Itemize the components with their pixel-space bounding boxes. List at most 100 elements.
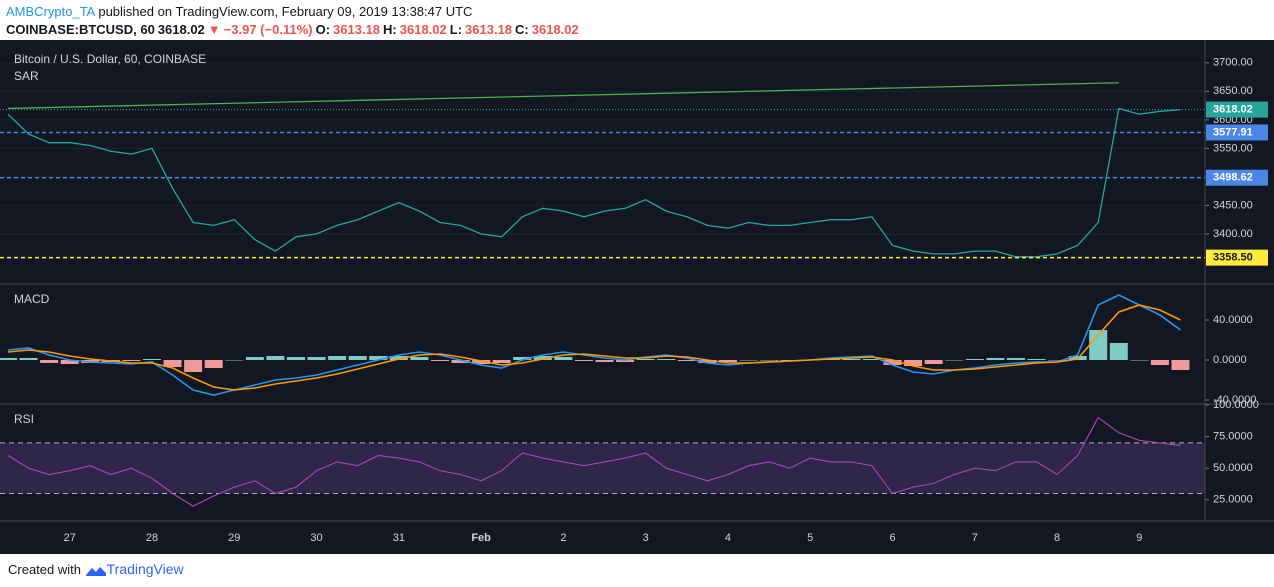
- x-tick-label: 9: [1136, 532, 1142, 544]
- y-tick-label: 3400.00: [1213, 228, 1253, 240]
- histogram-bar: [0, 358, 17, 360]
- histogram-bar: [389, 356, 408, 360]
- x-tick-label: 7: [972, 532, 978, 544]
- level-tag: [1206, 249, 1268, 266]
- brand[interactable]: TradingView: [106, 561, 184, 577]
- indicator-name: SAR: [14, 69, 39, 83]
- level-tag: [1206, 124, 1268, 141]
- histogram-bar: [533, 356, 552, 360]
- histogram-bar: [718, 360, 737, 362]
- x-tick-label: 2: [560, 532, 566, 544]
- price-line: [7, 107, 1181, 258]
- histogram-bar: [348, 356, 367, 360]
- logo: [85, 566, 106, 576]
- level-label: 3358.50: [1213, 252, 1253, 264]
- h-value: 3618.02: [399, 22, 447, 37]
- pane-title: Bitcoin / U.S. Dollar, 60, COINBASE: [14, 52, 206, 66]
- y-tick-label: 0.0000: [1213, 354, 1247, 366]
- histogram-bar: [142, 359, 161, 360]
- histogram-bar: [574, 360, 593, 361]
- histogram-bar: [657, 359, 676, 360]
- c-label: C:: [515, 22, 529, 37]
- y-tick-label: 3550.00: [1213, 142, 1253, 154]
- histogram-bar: [266, 356, 285, 360]
- histogram-bar: [225, 360, 244, 361]
- histogram-bar: [492, 360, 511, 363]
- y-tick-label: -40.0000: [1213, 394, 1256, 406]
- h-label: H:: [383, 22, 397, 37]
- footer: Created with TradingView: [8, 561, 184, 577]
- histogram-bar: [328, 356, 347, 360]
- y-tick-label: 3700.00: [1213, 57, 1253, 69]
- x-tick-label: 28: [146, 532, 158, 544]
- down-arrow: ▼: [207, 22, 221, 37]
- histogram-bar: [184, 360, 203, 372]
- x-tick-label: 6: [889, 532, 895, 544]
- histogram-bar: [1109, 343, 1128, 360]
- last-price: 3618.02: [157, 22, 205, 37]
- histogram-bar: [862, 359, 881, 360]
- pane-title: MACD: [14, 292, 50, 306]
- histogram-bar: [163, 360, 182, 367]
- y-tick-label: 3450.00: [1213, 199, 1253, 211]
- x-tick-label: 31: [393, 532, 405, 544]
- histogram-bar: [1150, 360, 1169, 365]
- change: −3.97 (−0.11%): [223, 22, 313, 37]
- histogram-bar: [1048, 360, 1067, 361]
- histogram-bar: [739, 360, 758, 361]
- histogram-bar: [60, 360, 79, 364]
- histogram-bar: [40, 360, 59, 363]
- histogram-bar: [286, 357, 305, 360]
- y-tick-label: 3650.00: [1213, 85, 1253, 97]
- chart: 3400.003450.003500.003550.003600.003650.…: [0, 40, 1274, 554]
- pane-title: RSI: [14, 412, 34, 426]
- level-label: 3498.62: [1213, 172, 1253, 184]
- x-tick-label: 3: [643, 532, 649, 544]
- c-value: 3618.02: [531, 22, 579, 37]
- created-with: Created with: [8, 562, 81, 577]
- histogram-bar: [677, 360, 696, 361]
- histogram-bar: [698, 360, 717, 363]
- histogram-bar: [636, 359, 655, 360]
- histogram-bar: [595, 360, 614, 362]
- histogram-bar: [122, 360, 141, 361]
- histogram-bar: [986, 358, 1005, 360]
- histogram-bar: [204, 360, 223, 368]
- y-tick-label: 40.0000: [1213, 314, 1253, 326]
- histogram-bar: [307, 357, 326, 360]
- rsi-line: [7, 416, 1181, 507]
- histogram-bar: [945, 360, 964, 361]
- histogram-bar: [883, 360, 902, 365]
- histogram-bar: [1089, 330, 1108, 360]
- histogram-bar: [245, 357, 264, 360]
- histogram-bar: [760, 360, 779, 361]
- histogram-bar: [842, 359, 861, 360]
- x-tick-label: 29: [228, 532, 240, 544]
- x-tick-label: 4: [725, 532, 731, 544]
- o-value: 3613.18: [333, 22, 381, 37]
- histogram-bar: [430, 360, 449, 361]
- histogram-bar: [924, 360, 943, 364]
- symbol: COINBASE:BTCUSD, 60: [6, 22, 155, 37]
- x-tick-label: Feb: [471, 532, 491, 544]
- publish-line: AMBCrypto_TA published on TradingView.com…: [6, 4, 475, 19]
- o-label: O:: [315, 22, 331, 37]
- histogram-bar: [1006, 358, 1025, 360]
- published: published on TradingView.com, February 0…: [98, 4, 473, 19]
- author[interactable]: AMBCrypto_TA: [6, 4, 96, 19]
- histogram-bar: [410, 357, 429, 360]
- histogram-bar: [1171, 360, 1190, 370]
- histogram-bar: [965, 359, 984, 360]
- x-tick-label: 8: [1054, 532, 1060, 544]
- histogram-bar: [1130, 360, 1149, 361]
- symbol-line: COINBASE:BTCUSD, 60 3618.02 ▼ −3.97 (−0.11%…: [6, 22, 582, 37]
- y-tick-label: 25.0000: [1213, 494, 1253, 506]
- x-tick-label: 27: [64, 532, 76, 544]
- histogram-bar: [472, 360, 491, 364]
- trendline: [7, 82, 1119, 110]
- y-tick-label: 100.0000: [1213, 399, 1259, 411]
- rsi-band: [0, 442, 1205, 494]
- macd-line: [7, 294, 1181, 396]
- y-tick-label: 75.0000: [1213, 430, 1253, 442]
